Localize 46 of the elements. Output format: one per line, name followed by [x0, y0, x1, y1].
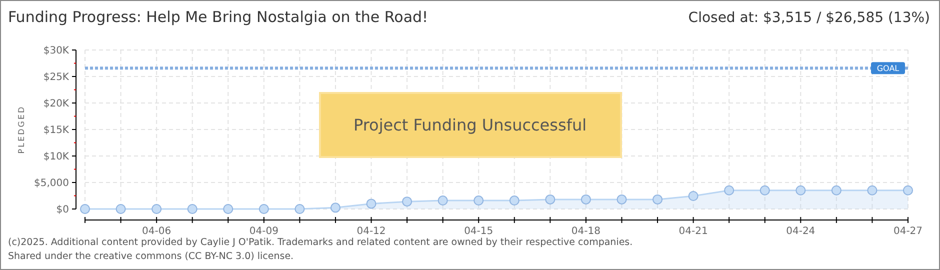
point [116, 204, 126, 214]
ref-line-label: GOAL [876, 64, 900, 73]
point [438, 196, 448, 206]
point [616, 194, 627, 204]
point [831, 185, 842, 196]
point [652, 194, 663, 204]
point [223, 204, 234, 214]
y-tick-label: $20K [43, 98, 70, 110]
text: Shared under the creative commons (CC BY-NC 3.0) license. [8, 251, 294, 262]
chart-title: Funding Progress: Help Me Bring Nostalgia on the Road! [8, 8, 428, 26]
y-tick-label: $0 [56, 204, 69, 216]
x-tick-label: 04-27 [893, 226, 923, 237]
point [294, 204, 305, 214]
x-tick-label: 04-06 [142, 226, 172, 237]
point [867, 185, 878, 196]
point [509, 196, 520, 206]
y-tick-label: $25K [43, 72, 70, 83]
point [80, 204, 90, 214]
x-tick-label: 04-24 [786, 226, 816, 237]
text: (c)2025. Additional content provided by Caylie J O'Patik. Trademarks and related content are owned by their respective companies. [8, 237, 633, 248]
y-tick-label: $15K [43, 125, 70, 136]
point [796, 185, 806, 196]
point [760, 185, 770, 196]
y-tick-label: $30K [43, 46, 70, 56]
chart-subtitle: Closed at: $3,515 / $26,585 (13%) [688, 10, 930, 26]
point [903, 185, 913, 196]
x-tick-label: 04-15 [464, 226, 494, 237]
point [258, 204, 269, 214]
x-tick-label: 04-09 [249, 226, 278, 237]
point [187, 204, 198, 214]
x-tick-label: 04-18 [571, 226, 600, 237]
point [545, 194, 556, 204]
x-tick-label: 04-21 [678, 226, 708, 237]
point [724, 185, 734, 196]
y-tick-label: $10K [43, 152, 70, 162]
point [474, 196, 484, 206]
y-axis-title: PLEDGED [17, 105, 26, 154]
point [688, 191, 698, 202]
point [330, 202, 340, 213]
annotation: Project Funding Unsuccessful [353, 116, 587, 135]
point [366, 198, 376, 209]
point [580, 194, 591, 204]
point [152, 204, 162, 214]
x-tick-label: 04-12 [356, 226, 386, 237]
y-tick-label: $5,000 [34, 178, 69, 189]
point [402, 196, 412, 207]
